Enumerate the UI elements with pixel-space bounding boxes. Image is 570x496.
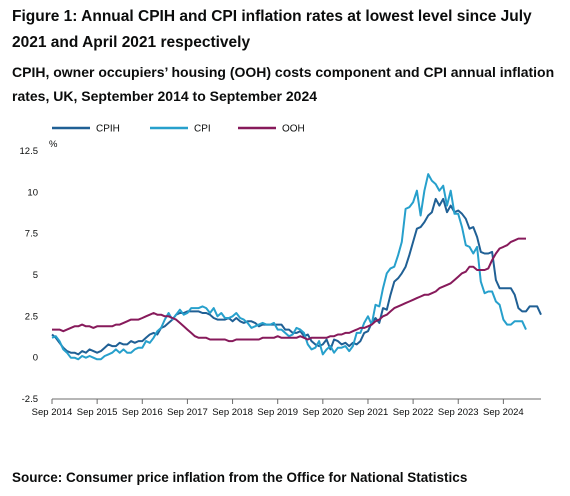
y-tick-label: 10 (27, 187, 38, 198)
x-tick-label: Sep 2023 (438, 407, 479, 418)
y-tick-label: 12.5 (20, 146, 39, 157)
x-tick-label: Sep 2015 (77, 407, 118, 418)
y-tick-label: -2.5 (22, 394, 38, 405)
legend-label-cpih: CPIH (96, 124, 120, 135)
y-tick-label: 7.5 (25, 229, 38, 240)
y-tick-label: 2.5 (25, 311, 38, 322)
figure-title: Figure 1: Annual CPIH and CPI inflation … (12, 8, 532, 51)
x-tick-label: Sep 2020 (302, 407, 343, 418)
source-note: Source: Consumer price inflation from th… (12, 470, 468, 485)
x-tick-label: Sep 2024 (483, 407, 524, 418)
x-tick-label: Sep 2019 (257, 407, 298, 418)
series-line-ooh (52, 237, 526, 343)
x-tick-label: Sep 2022 (393, 407, 434, 418)
line-chart: CPIH CPI OOH % 12.5 10 7.5 5 2.5 0 -2.5 Sep 2014… (20, 124, 542, 418)
y-tick-label: 0 (33, 353, 38, 364)
x-tick-label: Sep 2016 (122, 407, 163, 418)
y-axis-label: % (49, 139, 58, 150)
y-axis: 12.5 10 7.5 5 2.5 0 -2.5 (20, 146, 39, 405)
x-tick-label: Sep 2018 (212, 407, 253, 418)
y-tick-label: 5 (33, 270, 38, 281)
x-tick-label: Sep 2021 (348, 407, 389, 418)
chart-legend: CPIH CPI OOH (52, 124, 305, 135)
x-axis: Sep 2014 Sep 2015 Sep 2016 Sep 2017 Sep 2018… (32, 398, 541, 418)
series-line-cpi (51, 173, 527, 361)
series-line-cpih (51, 197, 542, 356)
x-tick-label: Sep 2017 (167, 407, 208, 418)
legend-label-cpi: CPI (194, 124, 211, 135)
x-tick-label: Sep 2014 (32, 407, 73, 418)
series-lines (51, 173, 542, 361)
figure-subtitle: CPIH, owner occupiers’ housing (OOH) cos… (12, 64, 555, 104)
legend-label-ooh: OOH (282, 124, 305, 135)
